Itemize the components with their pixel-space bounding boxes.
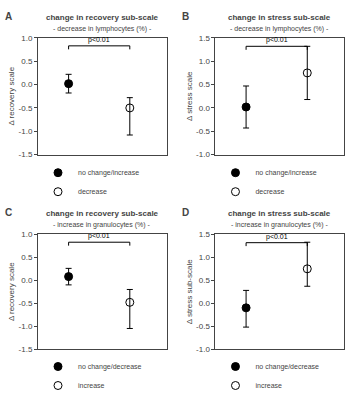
svg-text:0.0: 0.0 — [199, 104, 211, 113]
svg-text:no change/increase: no change/increase — [255, 169, 316, 177]
svg-text:no change/decrease: no change/decrease — [255, 363, 319, 371]
svg-text:0.0: 0.0 — [21, 276, 33, 285]
svg-text:0.0: 0.0 — [199, 299, 211, 308]
svg-text:no change/increase: no change/increase — [78, 169, 139, 177]
svg-text:0.5: 0.5 — [21, 253, 33, 262]
svg-text:D: D — [182, 207, 189, 218]
svg-text:increase: increase — [255, 382, 282, 389]
svg-text:- increase in granulocytes (%): - increase in granulocytes (%) - — [53, 221, 151, 229]
svg-text:- increase in granulocytes (%): - increase in granulocytes (%) - — [231, 221, 329, 229]
svg-text:-1.0: -1.0 — [19, 322, 33, 331]
svg-text:change in recovery sub-scale: change in recovery sub-scale — [46, 13, 159, 22]
svg-text:- decrease in lymphocytes (%): - decrease in lymphocytes (%) - — [53, 25, 152, 33]
svg-text:1.0: 1.0 — [199, 253, 211, 262]
svg-text:Δ recovery scale: Δ recovery scale — [7, 262, 16, 321]
svg-text:change in stress sub-scale: change in stress sub-scale — [228, 209, 331, 218]
svg-text:-1.5: -1.5 — [19, 345, 33, 354]
svg-text:decrease: decrease — [255, 188, 284, 195]
svg-text:-1.0: -1.0 — [196, 345, 210, 354]
svg-text:p<0.01: p<0.01 — [88, 232, 110, 240]
svg-text:0.5: 0.5 — [199, 80, 211, 89]
svg-text:0.5: 0.5 — [21, 57, 33, 66]
svg-text:A: A — [5, 11, 12, 22]
svg-text:no change/decrease: no change/decrease — [78, 363, 142, 371]
svg-text:Δ stress scale: Δ stress scale — [185, 71, 194, 121]
svg-text:p<0.01: p<0.01 — [88, 36, 110, 44]
svg-text:p<0.01: p<0.01 — [266, 233, 288, 241]
svg-text:1.5: 1.5 — [199, 34, 211, 43]
svg-text:-0.5: -0.5 — [196, 127, 210, 136]
svg-text:0.0: 0.0 — [21, 80, 33, 89]
svg-text:Δ recovery scale: Δ recovery scale — [7, 66, 16, 125]
svg-text:-1.0: -1.0 — [19, 127, 33, 136]
svg-text:Δ stress sub-scale: Δ stress sub-scale — [185, 259, 194, 324]
svg-text:1.0: 1.0 — [21, 230, 33, 239]
svg-text:change in recovery sub-scale: change in recovery sub-scale — [46, 209, 159, 218]
svg-text:0.5: 0.5 — [199, 276, 211, 285]
svg-text:1.0: 1.0 — [21, 34, 33, 43]
svg-text:-0.5: -0.5 — [19, 299, 33, 308]
svg-text:-0.5: -0.5 — [196, 322, 210, 331]
svg-text:p<0.01: p<0.01 — [266, 36, 288, 44]
svg-text:increase: increase — [78, 382, 105, 389]
svg-text:B: B — [182, 11, 189, 22]
svg-text:-0.5: -0.5 — [19, 104, 33, 113]
svg-text:-1.5: -1.5 — [19, 150, 33, 159]
svg-text:-1.0: -1.0 — [196, 150, 210, 159]
svg-text:C: C — [5, 207, 12, 218]
svg-text:decrease: decrease — [78, 188, 107, 195]
svg-text:1.0: 1.0 — [199, 57, 211, 66]
svg-text:change in stress sub-scale: change in stress sub-scale — [228, 13, 331, 22]
svg-text:1.5: 1.5 — [199, 230, 211, 239]
svg-text:- decrease in lymphocytes (%): - decrease in lymphocytes (%) - — [230, 25, 329, 33]
